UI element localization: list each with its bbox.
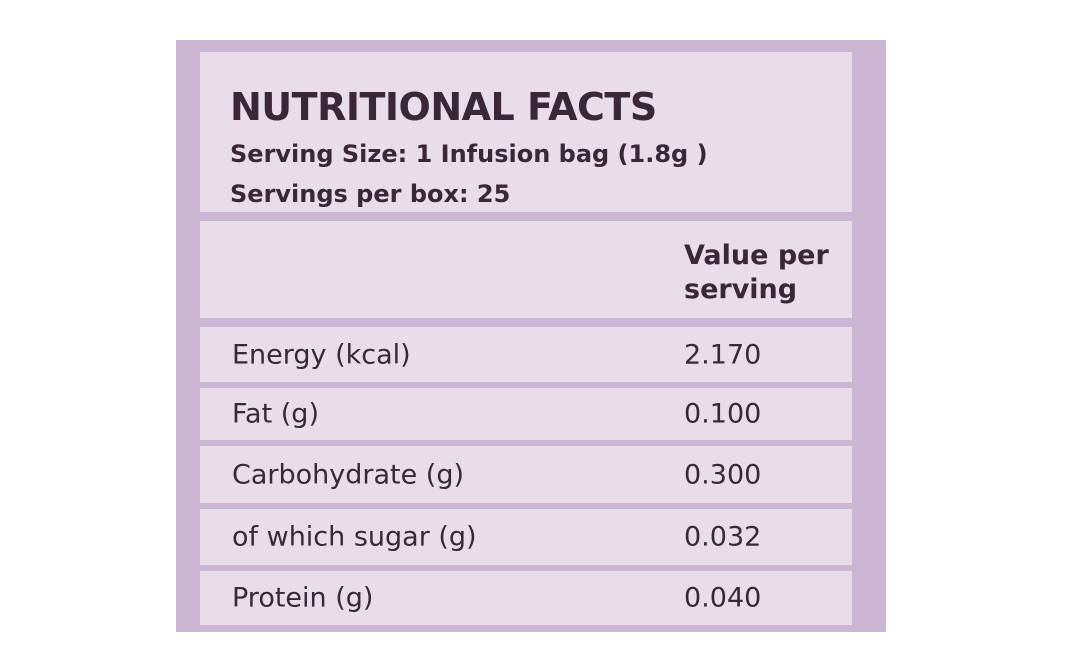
- nutrient-name: Fat (g): [232, 398, 319, 430]
- column-header-line1: Value per: [684, 240, 829, 271]
- nutrition-label: NUTRITIONAL FACTS Serving Size: 1 Infusi…: [176, 40, 886, 632]
- nutrient-value: 0.040: [684, 582, 762, 614]
- nutrient-name: Energy (kcal): [232, 339, 411, 370]
- serving-size: Serving Size: 1 Infusion bag (1.8g ): [230, 140, 708, 168]
- nutrient-value: 2.170: [684, 339, 762, 370]
- table-row-carbohydrate: Carbohydrate (g) 0.300: [200, 446, 852, 503]
- table-row-sugar: of which sugar (g) 0.032: [200, 509, 852, 565]
- table-row-fat: Fat (g) 0.100: [200, 388, 852, 440]
- nutrient-value: 0.300: [684, 459, 762, 490]
- nutrient-name: of which sugar (g): [232, 521, 477, 553]
- label-title: NUTRITIONAL FACTS: [230, 85, 657, 129]
- value-per-serving-header: Value per serving: [684, 239, 829, 307]
- nutrient-name: Protein (g): [232, 582, 374, 614]
- nutrient-name: Carbohydrate (g): [232, 459, 465, 490]
- table-row-energy: Energy (kcal) 2.170: [200, 327, 852, 382]
- nutrient-value: 0.032: [684, 521, 762, 553]
- servings-per-box: Servings per box: 25: [230, 180, 511, 208]
- column-header-row: Value per serving: [200, 221, 852, 318]
- nutrient-value: 0.100: [684, 398, 762, 430]
- column-header-line2: serving: [684, 274, 798, 305]
- table-row-protein: Protein (g) 0.040: [200, 571, 852, 625]
- label-header: NUTRITIONAL FACTS Serving Size: 1 Infusi…: [200, 52, 852, 212]
